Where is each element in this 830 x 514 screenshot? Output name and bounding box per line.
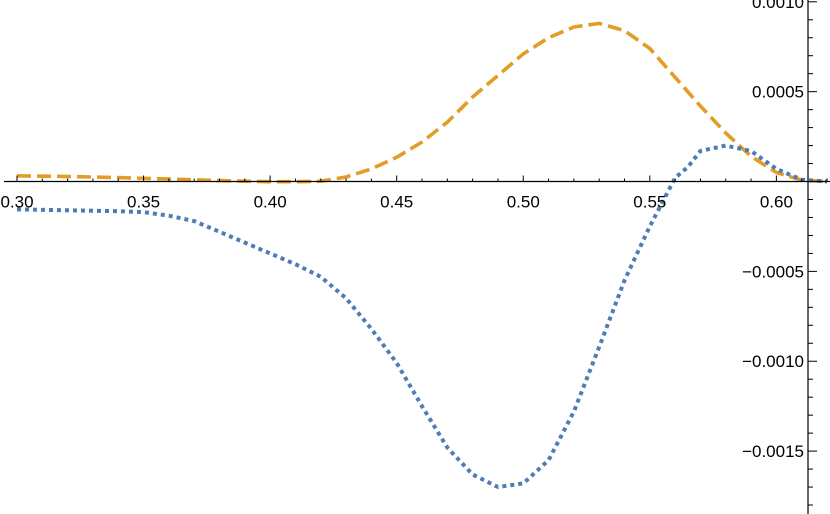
y-ticks: 0.0010 0.0005 −0.0005 −0.0010 −0.0015: [742, 0, 817, 506]
x-tick-label: 0.30: [0, 193, 33, 212]
orange-dashed-series-line: [16, 21, 828, 184]
y-tick-label: 0.0010: [752, 0, 804, 12]
y-tick-label: 0.0005: [752, 83, 804, 102]
y-tick-label: −0.0005: [742, 262, 804, 281]
x-tick-label: 0.40: [254, 193, 287, 212]
x-tick-label: 0.50: [507, 193, 540, 212]
x-tick-label: 0.45: [380, 193, 413, 212]
y-tick-label: −0.0010: [742, 352, 804, 371]
y-tick-label: −0.0015: [742, 442, 804, 461]
x-tick-label: 0.55: [633, 193, 666, 212]
x-tick-label: 0.35: [127, 193, 160, 212]
x-tick-label: 0.60: [760, 193, 793, 212]
x-ticks: 0.30 0.35 0.40 0.45 0.50 0.55 0.60: [0, 175, 828, 212]
series-layer: [16, 21, 828, 489]
